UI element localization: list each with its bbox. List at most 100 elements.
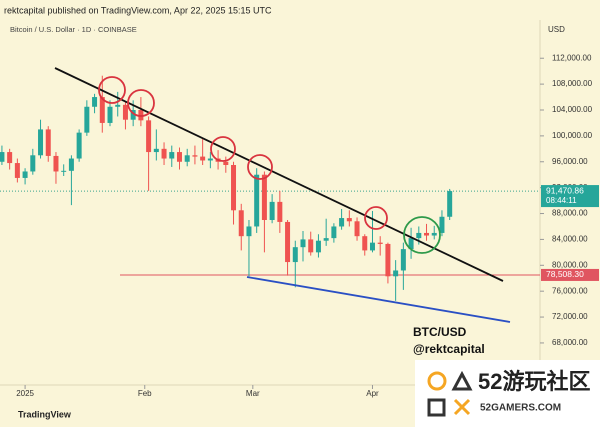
candle-body [331,226,337,239]
watermark-brand: 52游玩社区 [478,369,590,394]
icon [427,398,446,417]
candle-body [122,104,128,120]
byline: rektcapital published on TradingView.com… [4,5,272,15]
circle [98,76,126,104]
candle-body [346,218,352,222]
x-tick-label: Mar [246,389,260,398]
candle-body [385,243,391,277]
circles [98,76,441,254]
y-tick-label: 68,000.00 [552,338,588,347]
y-tick-label: 108,000.00 [552,79,593,88]
candle-body [231,165,237,211]
candle-body [207,158,213,161]
candle-body [30,155,36,172]
icon [453,398,471,416]
circle [127,89,155,117]
candle-body [377,242,383,244]
candle-body [68,158,74,171]
candle-body [400,249,406,271]
candle-body [393,270,399,277]
circle [364,206,388,230]
candle-body [45,129,51,156]
watermark-bg [415,360,600,427]
last-price-box [541,185,599,208]
candle-body [254,174,260,227]
candle-body [369,242,375,251]
candle-body [115,104,121,107]
candle-body [354,221,360,237]
candle-body [153,148,159,153]
circle [210,136,236,162]
candle-body [38,129,44,156]
candle-body [146,120,152,153]
candle-body [308,239,314,253]
x-tick-label: Apr [366,389,379,398]
x-tick-label: 2025 [16,389,34,398]
x-tick-label: Feb [138,389,152,398]
candle-body [292,247,298,263]
candle-body [277,201,283,222]
y-tick-label: 80,000.00 [552,260,588,269]
currency: USD [548,25,565,34]
icon [451,370,473,391]
trend-line [54,67,504,282]
candle-body [261,174,267,220]
candle-body [7,152,13,164]
footer: TradingView [18,409,72,419]
support-line [246,276,511,323]
y-tick-label: 72,000.00 [552,312,588,321]
y-tick-label: 76,000.00 [552,286,588,295]
y-tick-label: 84,000.00 [552,235,588,244]
candle-body [424,232,430,236]
annotation: BTC/USD [413,325,467,339]
candle-body [408,238,414,250]
candle-body [53,155,59,172]
candle-body [169,152,175,159]
candle-body [416,232,422,239]
circle [403,216,441,254]
candle-body [200,156,206,161]
candle-body [161,148,167,159]
plot: 68,000.00 72,000.00 76,000.00 80,000.00 84,0… [0,53,599,398]
y-tick-label: 112,000.00 [552,53,592,62]
watermark: 52游玩社区 52GAMERS.COM [415,360,600,427]
candle-body [192,155,198,157]
candle-body [176,152,182,162]
candle-body [238,210,244,237]
circle [247,154,273,180]
candle-body [315,240,321,253]
icon [427,371,447,391]
chart-title: Bitcoin / U.S. Dollar · 1D · COINBASE [10,25,137,34]
annotation: @rektcapital [413,342,485,356]
countdown: 08:44:11 [546,196,577,205]
candle-body [269,201,275,220]
candle-body [76,132,82,159]
candle-body [84,106,90,133]
candle-body [107,106,113,123]
candle-body [22,171,28,178]
y-tick-label: 88,000.00 [552,209,588,218]
candle-body [447,191,453,217]
candle-body [184,155,190,162]
candle-body [92,97,98,107]
candle-body [431,232,437,236]
candle-body [285,221,291,263]
candle-body [0,152,5,162]
candle-body [323,238,329,241]
candle-body [61,170,67,172]
candle-body [99,97,105,123]
candle-body [339,218,345,227]
y-tick-label: 96,000.00 [552,157,588,166]
candle-body [14,163,20,178]
candle-body [439,216,445,233]
watermark-site: 52GAMERS.COM [480,403,561,414]
candle-body [300,239,306,248]
candle-body [246,226,252,237]
candle-body [130,110,136,120]
last-price-label: 91,470.86 [546,185,584,195]
level-label: 78,508.30 [546,269,584,279]
y-tick-label: 104,000.00 [552,105,593,114]
